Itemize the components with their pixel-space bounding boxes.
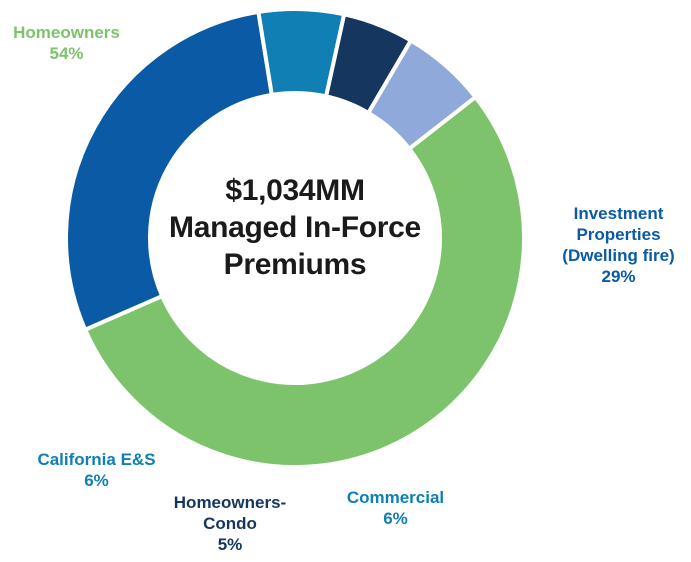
slice-label-homeowners: Homeowners 54% [0, 22, 133, 64]
slice-label-homeowners-condo: Homeowners- Condo 5% [160, 492, 300, 555]
donut-slice-1 [64, 9, 275, 333]
center-title-line-3: Premiums [223, 248, 367, 281]
donut-slices [64, 7, 526, 469]
slice-name: Homeowners [13, 23, 120, 42]
slice-label-commercial: Commercial 6% [328, 487, 463, 529]
slice-value: 29% [601, 267, 636, 286]
slice-name-line-2: Condo [203, 514, 257, 533]
slice-value: 5% [217, 535, 243, 554]
slice-value: 6% [383, 509, 408, 528]
slice-value: 54% [49, 44, 84, 63]
slice-name-line-3: (Dwelling fire) [562, 246, 675, 265]
donut-slice-0 [82, 94, 526, 469]
slice-label-california-es: California E&S 6% [14, 449, 179, 491]
slice-name: California E&S [37, 450, 156, 469]
slice-name-line-1: Homeowners- [173, 493, 287, 512]
donut-slice-4 [365, 37, 479, 152]
slice-value: 6% [84, 471, 109, 490]
slice-name: Commercial [346, 488, 445, 507]
slice-label-investment-properties: Investment Properties (Dwelling fire) 29… [546, 203, 691, 287]
slice-name-line-1: Investment [573, 204, 664, 223]
slice-name-line-2: Properties [576, 225, 661, 244]
chart-center-title: $1,034MM Managed In-Force Premiums [150, 172, 440, 283]
center-title-line-1: $1,034MM [225, 174, 365, 207]
center-title-line-2: Managed In-Force [169, 211, 421, 244]
